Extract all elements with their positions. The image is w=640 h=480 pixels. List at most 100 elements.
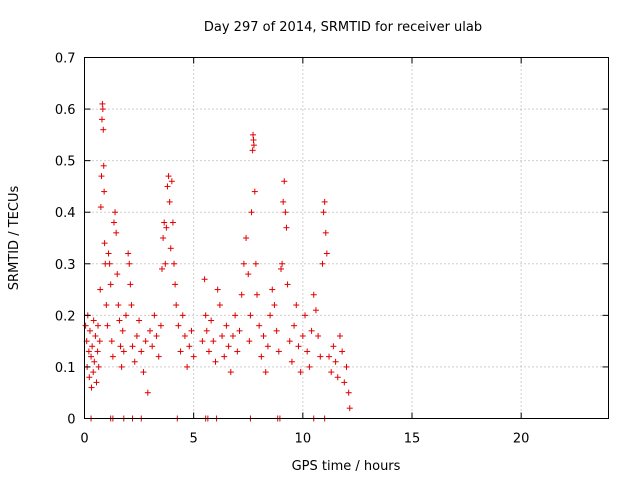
data-point (188, 327, 195, 334)
data-point (164, 183, 171, 190)
data-point (250, 137, 257, 144)
data-point (108, 338, 115, 345)
data-point (88, 384, 95, 391)
x-tick-label: 20 (513, 432, 530, 447)
y-tick-label: 0.3 (55, 258, 76, 273)
data-point (304, 348, 311, 355)
plot-frame (84, 57, 609, 419)
data-point (100, 126, 107, 133)
data-point (251, 188, 258, 195)
data-point (171, 260, 178, 267)
data-point (288, 358, 295, 365)
data-point (243, 235, 250, 241)
data-point (264, 343, 271, 350)
data-point (106, 260, 113, 267)
data-point (232, 312, 239, 319)
data-point (334, 374, 341, 381)
data-point (169, 219, 176, 226)
data-point (320, 209, 327, 216)
data-point (308, 327, 315, 334)
data-point (283, 224, 290, 231)
data-point (99, 100, 106, 107)
data-point (286, 338, 293, 345)
data-point (201, 276, 208, 283)
data-point (107, 281, 114, 288)
data-point (179, 312, 186, 319)
data-point (175, 322, 182, 329)
data-point (246, 338, 253, 345)
data-point (100, 162, 107, 169)
data-point (328, 369, 335, 376)
data-point (223, 322, 230, 329)
data-point (95, 363, 102, 370)
data-point (332, 358, 339, 365)
data-point (162, 260, 169, 267)
data-point (118, 363, 125, 370)
data-points (82, 100, 353, 422)
data-point (105, 250, 112, 257)
data-point (240, 260, 247, 267)
data-point (299, 332, 306, 339)
data-point (155, 353, 162, 360)
data-point (210, 338, 217, 345)
data-point (98, 173, 105, 180)
data-point (167, 245, 174, 252)
data-point (229, 332, 236, 339)
data-point (92, 332, 99, 339)
data-point (326, 353, 333, 360)
data-point (227, 369, 234, 376)
data-point (104, 322, 111, 329)
data-point (82, 322, 89, 329)
data-point (212, 358, 219, 365)
data-point (258, 353, 265, 360)
data-point (177, 348, 184, 355)
data-point (250, 131, 257, 138)
data-point (284, 281, 291, 288)
data-point (128, 302, 135, 309)
data-point (317, 353, 324, 360)
data-point (250, 142, 257, 149)
data-point (343, 363, 350, 370)
data-point (116, 317, 123, 324)
data-point (346, 405, 353, 412)
data-point (86, 374, 93, 381)
y-axis-label: SRMTID / TECUs (7, 186, 22, 291)
data-point (112, 209, 119, 216)
data-point (271, 302, 278, 309)
data-point (103, 302, 110, 309)
data-point (216, 302, 223, 309)
data-point (157, 322, 164, 329)
data-point (173, 302, 180, 309)
data-point (291, 322, 298, 329)
data-point (256, 322, 263, 329)
y-tick-label: 0.1 (55, 361, 76, 376)
data-point (321, 198, 328, 205)
chart-title: Day 297 of 2014, SRMTID for receiver ula… (204, 20, 482, 35)
data-point (190, 353, 197, 360)
y-tick-label: 0.2 (55, 309, 76, 324)
data-point (136, 317, 143, 324)
data-point (248, 209, 255, 216)
y-tick-label: 0.6 (55, 103, 76, 118)
data-point (119, 327, 126, 334)
data-point (260, 332, 267, 339)
data-point (114, 271, 121, 278)
y-tick-label: 0.4 (55, 206, 76, 221)
data-point (90, 369, 97, 376)
data-point (302, 312, 309, 319)
data-point (322, 229, 329, 236)
data-point (97, 286, 104, 293)
data-point (161, 219, 168, 226)
data-point (310, 291, 317, 298)
data-point (101, 240, 108, 247)
data-point (203, 327, 210, 334)
data-point (202, 312, 209, 319)
data-point (96, 338, 103, 345)
data-point (219, 332, 226, 339)
data-point (142, 338, 149, 345)
data-point (341, 379, 348, 386)
data-point (120, 348, 127, 355)
data-point (345, 389, 352, 396)
data-point (94, 348, 101, 355)
